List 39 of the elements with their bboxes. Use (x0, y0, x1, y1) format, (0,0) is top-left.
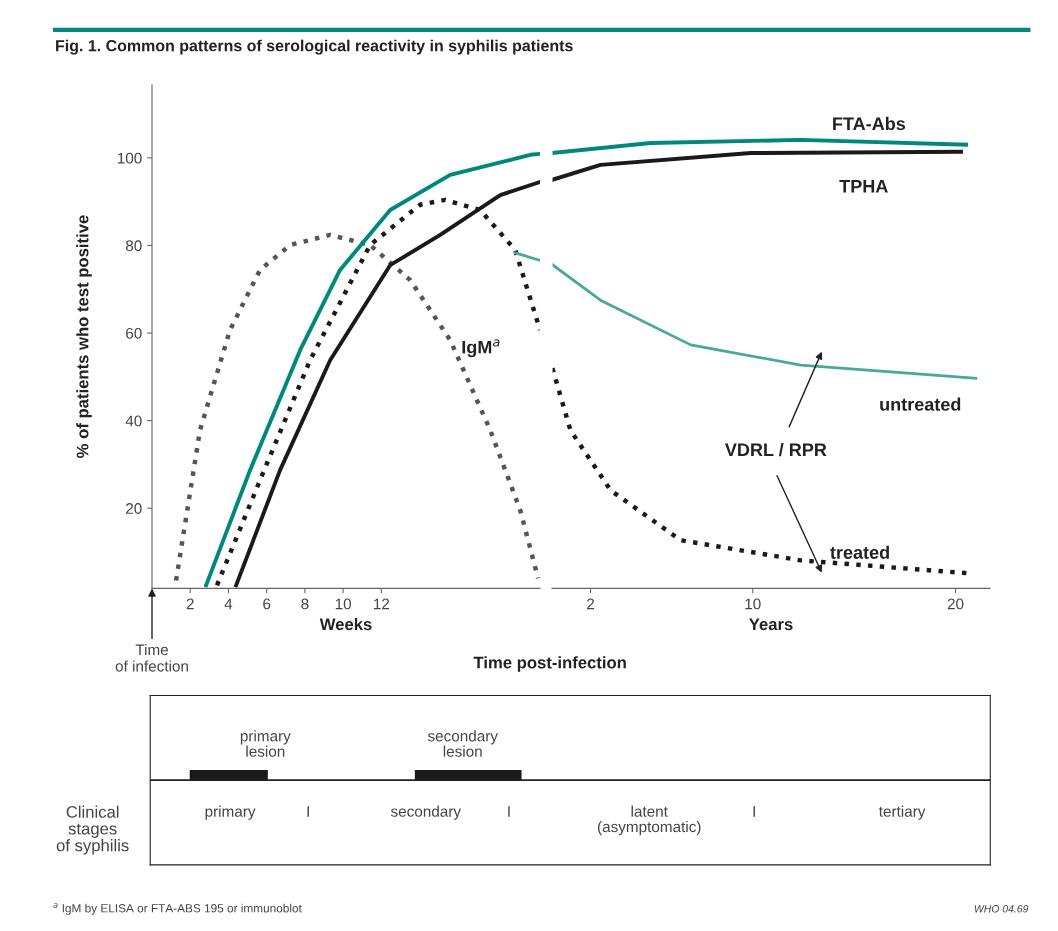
x-axis-title: Years (749, 618, 793, 631)
x-tick-label: 6 (263, 598, 271, 610)
x-tick-label: 8 (301, 598, 309, 610)
text: tertiary (878, 805, 926, 820)
text: Time post-infection (473, 656, 626, 672)
y-tick-label: 60 (126, 327, 142, 339)
series-label: untreated (880, 397, 961, 411)
text: Time of infection (115, 643, 188, 672)
x-tick-label: 2 (186, 598, 194, 610)
series-label: TPHA (839, 180, 888, 193)
x-tick-label: 4 (224, 598, 233, 610)
y-tick-label: 40 (125, 415, 142, 427)
y-axis-title: % of patients who test positive (76, 215, 92, 458)
series-label: treated (830, 545, 889, 559)
line-series (173, 232, 540, 583)
series-label: IgM$^{a}$ (462, 339, 500, 358)
text: secondary lesion (427, 730, 498, 757)
text: I (307, 806, 309, 817)
x-tick-label: 12 (374, 598, 390, 610)
y-tick-label: 80 (125, 240, 142, 252)
text: I (753, 806, 755, 817)
text: primary lesion (240, 730, 291, 757)
text: secondary (390, 805, 461, 820)
text: WHO 04.69 (974, 905, 1029, 913)
text: I (508, 806, 510, 817)
text: $^{a}$ IgM by ELISA or FTA-ABS 195 or immunoblot (53, 903, 302, 915)
x-tick-label: 20 (947, 598, 964, 610)
x-tick-label: 2 (587, 598, 595, 610)
text: latent (asymptomatic) (597, 805, 701, 836)
x-tick-label: 10 (335, 598, 352, 610)
y-tick-label: 20 (126, 503, 142, 514)
series-label: FTA-Abs (833, 116, 906, 131)
text: Clinical stages of syphilis (56, 805, 129, 855)
text: primary (205, 805, 256, 820)
annotation: VDRL / RPR (724, 442, 827, 457)
y-tick-label: 100 (117, 152, 142, 164)
chart-title: Fig. 1. Common patterns of serological reactivity in syphilis patients (56, 39, 573, 55)
x-axis-title: Weeks (319, 617, 372, 631)
x-tick-label: 10 (745, 598, 761, 610)
